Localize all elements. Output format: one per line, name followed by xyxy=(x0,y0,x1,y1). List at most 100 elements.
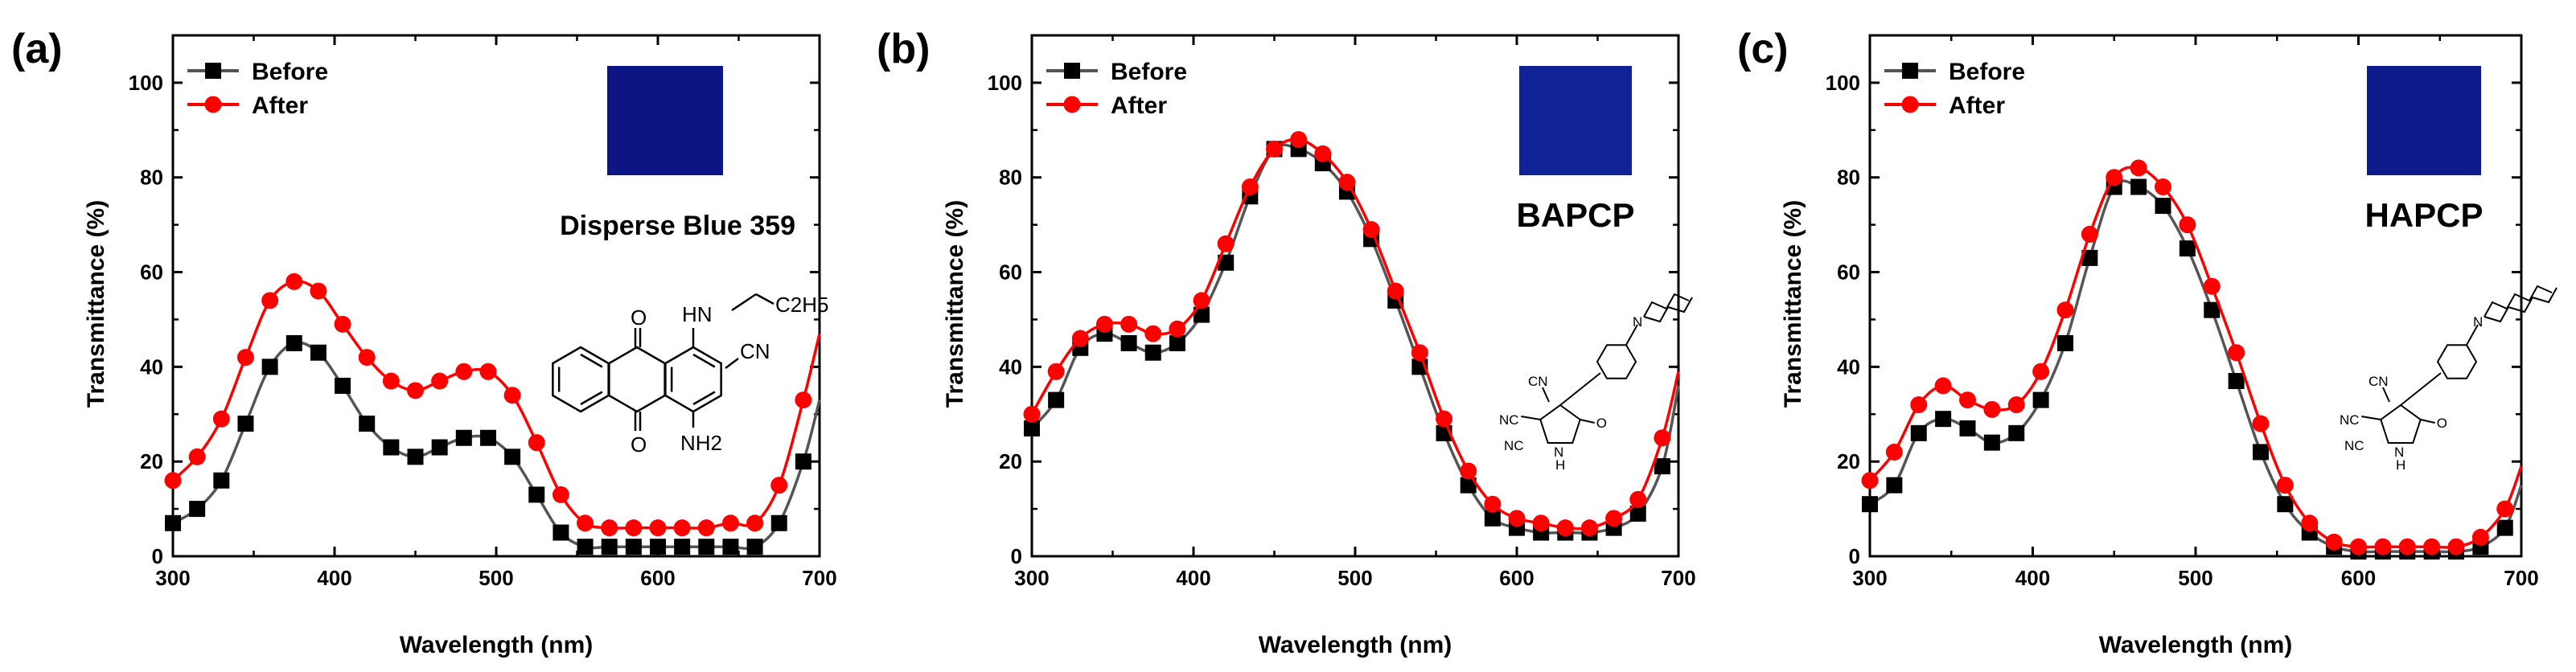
alkyl-chain xyxy=(1643,297,1693,323)
atom-label: N xyxy=(2473,314,2483,330)
dye-name: BAPCP xyxy=(1516,196,1634,234)
x-tick-label: 700 xyxy=(802,566,836,590)
data-point xyxy=(577,514,594,532)
double-bond xyxy=(692,353,716,368)
bond-exo xyxy=(2361,415,2381,420)
data-point xyxy=(1048,391,1065,408)
data-point xyxy=(334,315,351,333)
panel-a: (a) 300 400 500 600 700 0 20 40 60 80 100 Wavelength… xyxy=(11,26,837,658)
data-point xyxy=(1629,505,1646,522)
data-point xyxy=(1266,140,1283,158)
y-tick-label: 20 xyxy=(999,449,1022,473)
bond-n xyxy=(1625,324,1638,346)
data-point xyxy=(1605,510,1623,527)
data-point xyxy=(528,486,545,503)
data-point xyxy=(213,472,230,489)
data-point xyxy=(2179,216,2196,234)
data-point xyxy=(528,434,545,452)
bond-cn xyxy=(725,358,739,369)
data-point xyxy=(2423,538,2441,555)
data-point xyxy=(1241,178,1259,196)
data-point xyxy=(1218,254,1235,271)
data-point xyxy=(1460,477,1477,494)
legend-marker xyxy=(1901,96,1919,113)
data-point xyxy=(1983,400,2001,418)
legend-marker xyxy=(1064,63,1080,79)
atom-label: NC xyxy=(1504,438,1524,453)
bond-ethyl xyxy=(755,293,774,305)
data-point xyxy=(1144,325,1162,342)
data-point xyxy=(261,359,278,375)
benzene-ring xyxy=(1596,344,1637,379)
alkyl-chain xyxy=(2484,287,2558,323)
data-point xyxy=(1886,477,1903,494)
alkyl-chain xyxy=(1643,293,1690,318)
data-point xyxy=(1436,410,1453,428)
chemical-structure xyxy=(1521,293,1693,445)
series-line xyxy=(1868,179,2523,554)
data-point xyxy=(479,429,496,446)
data-point xyxy=(1120,315,1138,333)
color-swatch xyxy=(607,66,723,175)
data-point xyxy=(236,349,254,367)
color-swatch xyxy=(2367,66,2481,175)
legend-label: Before xyxy=(252,59,328,85)
data-point xyxy=(1934,377,1952,395)
data-point xyxy=(552,486,569,503)
data-point xyxy=(383,439,400,456)
data-point xyxy=(2081,225,2098,243)
data-point xyxy=(165,514,181,531)
benzene-ring xyxy=(2436,344,2478,379)
y-tick-label: 40 xyxy=(999,354,1022,379)
data-point xyxy=(407,449,424,465)
legend-label: Before xyxy=(1949,59,2025,85)
panel-label: (c) xyxy=(1737,26,1789,72)
data-point xyxy=(1484,495,1502,513)
y-tick-label: 60 xyxy=(999,260,1022,285)
data-point xyxy=(2228,344,2245,362)
data-point xyxy=(1484,510,1501,527)
x-tick-label: 300 xyxy=(1014,566,1049,590)
data-point xyxy=(164,472,182,490)
data-point xyxy=(1983,434,2000,451)
atom-label: N xyxy=(1554,445,1563,460)
y-axis-title: Transmittance (%) xyxy=(83,200,109,408)
data-point xyxy=(2057,334,2073,351)
data-point xyxy=(1959,420,1976,436)
ring xyxy=(664,346,722,413)
y-tick-label: 0 xyxy=(152,544,163,568)
data-point xyxy=(286,334,302,351)
data-point xyxy=(2374,538,2392,555)
atom-label: O xyxy=(631,305,647,330)
data-point xyxy=(553,524,569,541)
legend-label: After xyxy=(252,92,308,119)
y-tick-label: 0 xyxy=(1011,544,1022,568)
data-point xyxy=(1169,320,1186,338)
data-point xyxy=(504,449,521,465)
data-point xyxy=(721,514,739,532)
data-point xyxy=(1095,315,1113,333)
x-tick-label: 300 xyxy=(1852,566,1887,590)
data-point xyxy=(697,519,715,537)
data-point xyxy=(2350,538,2367,555)
bond-carbonyl xyxy=(2420,418,2435,424)
bond-n xyxy=(2466,324,2479,346)
data-point xyxy=(2032,363,2050,380)
data-point xyxy=(1885,443,1903,461)
chemical-structure xyxy=(2361,285,2558,445)
data-point xyxy=(1910,424,1927,441)
data-point xyxy=(1460,462,1477,480)
data-point xyxy=(479,363,497,380)
x-tick-label: 700 xyxy=(2504,566,2538,590)
data-point xyxy=(1556,519,1574,537)
data-point xyxy=(1387,282,1404,300)
ring xyxy=(608,346,666,413)
data-point xyxy=(1935,411,1952,428)
data-point xyxy=(1314,145,1332,162)
data-point xyxy=(1193,292,1210,309)
data-point xyxy=(625,519,643,537)
data-point xyxy=(2301,514,2319,532)
atom-label: N xyxy=(2394,445,2404,460)
panel-label: (a) xyxy=(11,26,63,72)
